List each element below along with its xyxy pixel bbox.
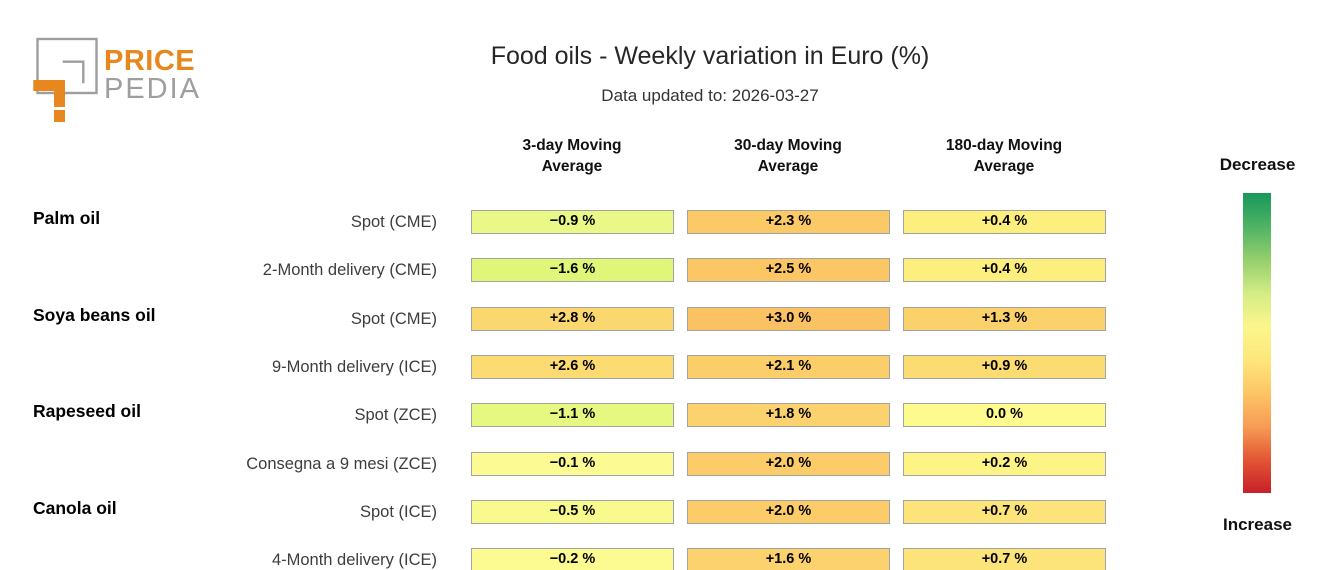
heatmap-cell: +2.5 % bbox=[687, 258, 890, 283]
column-header-line: Average bbox=[973, 157, 1035, 175]
heatmap-row: Soya beans oil Spot (CME) +2.8 % +3.0 % … bbox=[0, 305, 1320, 331]
legend-increase-label: Increase bbox=[1223, 515, 1292, 534]
heatmap-row: Palm oil Spot (CME) −0.9 % +2.3 % +0.4 % bbox=[0, 208, 1320, 234]
heatmap-row: 2-Month delivery (CME) −1.6 % +2.5 % +0.… bbox=[0, 258, 1320, 283]
row-label: Spot (ZCE) bbox=[354, 406, 437, 425]
heatmap-row: 4-Month delivery (ICE) −0.2 % +1.6 % +0.… bbox=[0, 548, 1320, 570]
pricepedia-logo: PRICE PEDIA bbox=[33, 36, 203, 128]
heatmap-cell: −0.5 % bbox=[471, 499, 674, 524]
column-header-line: Average bbox=[541, 157, 603, 175]
column-header-3day: 3-day Moving Average bbox=[470, 136, 674, 178]
group-label: Rapeseed oil bbox=[33, 401, 141, 422]
column-header-line: 180-day Moving bbox=[945, 137, 1063, 154]
heatmap-cell: −0.9 % bbox=[471, 210, 674, 234]
heatmap-cell: +0.4 % bbox=[903, 210, 1106, 234]
row-label: Spot (CME) bbox=[350, 213, 437, 231]
brand-name-pedia: PEDIA bbox=[104, 73, 202, 105]
column-header-30day: 30-day Moving Average bbox=[686, 136, 890, 178]
heatmap-cell: +3.0 % bbox=[687, 306, 890, 331]
heatmap-cell: +0.7 % bbox=[903, 548, 1106, 570]
row-label: 9-Month delivery (ICE) bbox=[271, 357, 437, 376]
heatmap-cell: +2.0 % bbox=[687, 451, 890, 476]
group-label: Soya beans oil bbox=[33, 304, 156, 325]
heatmap-cell: −0.1 % bbox=[471, 451, 674, 476]
heatmap-cell: −1.6 % bbox=[471, 258, 674, 283]
heatmap-cell: +2.6 % bbox=[471, 354, 674, 379]
row-label: Consegna a 9 mesi (ZCE) bbox=[246, 454, 437, 473]
row-label: Spot (ICE) bbox=[359, 502, 437, 521]
heatmap-cell: +1.3 % bbox=[903, 306, 1106, 331]
heatmap-cell: +1.6 % bbox=[687, 548, 890, 570]
heatmap-cell: +0.4 % bbox=[903, 258, 1106, 283]
heatmap-cell: +0.9 % bbox=[903, 354, 1106, 379]
heatmap-row: 9-Month delivery (ICE) +2.6 % +2.1 % +0.… bbox=[0, 354, 1320, 379]
group-label: Palm oil bbox=[33, 208, 101, 228]
heatmap-row: Consegna a 9 mesi (ZCE) −0.1 % +2.0 % +0… bbox=[0, 451, 1320, 476]
pricepedia-logo-icon bbox=[33, 37, 98, 122]
brand-name-price: PRICE bbox=[104, 45, 196, 77]
heatmap-cell: +2.0 % bbox=[687, 499, 890, 524]
row-label: 4-Month delivery (ICE) bbox=[271, 551, 437, 570]
column-header-line: 3-day Moving bbox=[522, 137, 622, 154]
heatmap-cell: +2.1 % bbox=[687, 354, 890, 379]
column-header-line: Average bbox=[757, 157, 819, 175]
heatmap-cell: +0.7 % bbox=[903, 499, 1106, 524]
data-updated-subtitle: Data updated to: 2026-03-27 bbox=[601, 86, 819, 105]
heatmap-row: Rapeseed oil Spot (ZCE) −1.1 % +1.8 % 0.… bbox=[0, 401, 1320, 428]
heatmap-cell: 0.0 % bbox=[903, 403, 1106, 428]
row-label: 2-Month delivery (CME) bbox=[262, 261, 437, 280]
heatmap-cell: −0.2 % bbox=[471, 548, 674, 570]
legend-gradient-bar bbox=[1243, 193, 1271, 493]
heatmap-row: Canola oil Spot (ICE) −0.5 % +2.0 % +0.7… bbox=[0, 498, 1320, 524]
column-header-180day: 180-day Moving Average bbox=[902, 136, 1106, 178]
heatmap-cell: +2.8 % bbox=[471, 306, 674, 331]
heatmap-cell: +2.3 % bbox=[687, 210, 890, 234]
heatmap-cell: −1.1 % bbox=[471, 403, 674, 428]
page-title: Food oils - Weekly variation in Euro (%) bbox=[490, 42, 930, 70]
group-label: Canola oil bbox=[33, 497, 117, 518]
heatmap-cell: +0.2 % bbox=[903, 451, 1106, 476]
heatmap-cell: +1.8 % bbox=[687, 403, 890, 428]
column-header-line: 30-day Moving bbox=[734, 137, 842, 154]
row-label: Spot (CME) bbox=[350, 309, 437, 328]
legend-decrease-label: Decrease bbox=[1219, 155, 1296, 174]
